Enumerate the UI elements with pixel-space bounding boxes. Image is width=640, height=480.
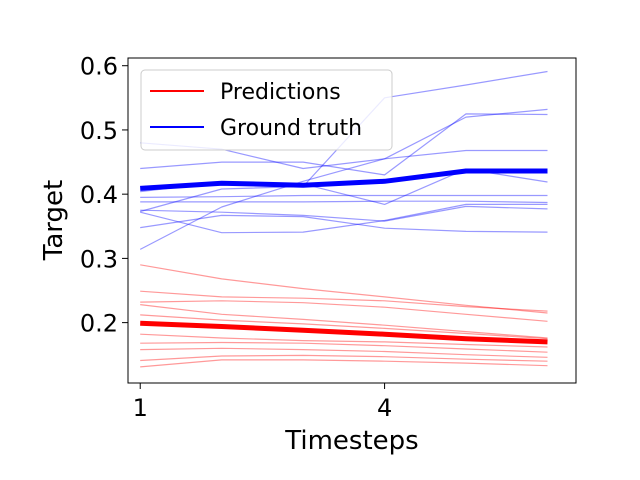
plot-frame: [127, 57, 577, 384]
y-axis: 0.2 0.3 0.4 0.5 0.6: [80, 53, 128, 338]
y-tick-label: 0.5: [80, 117, 118, 145]
series-line-predictions-10: [140, 264, 548, 314]
x-tick-label: 1: [133, 394, 148, 422]
y-tick-label: 0.2: [80, 310, 118, 338]
series-line-ground-truth-8: [140, 214, 548, 233]
series-line-predictions-18: [140, 354, 548, 362]
y-tick-label: 0.4: [80, 181, 118, 209]
series-layer: [139, 70, 548, 368]
y-tick-label: 0.3: [80, 245, 118, 273]
y-tick-label: 0.6: [80, 53, 118, 81]
series-line-ground-truth-mean: [140, 168, 548, 191]
series-line-predictions-15: [140, 333, 548, 348]
series-line-predictions-17: [140, 347, 548, 358]
x-tick-label: 4: [377, 394, 392, 422]
y-axis-label: Target: [39, 180, 69, 261]
series-line-predictions-14: [140, 314, 548, 340]
series-line-ground-truth-9: [140, 203, 548, 234]
x-axis-label: Timesteps: [284, 426, 418, 456]
legend-label-ground-truth: Ground truth: [220, 116, 362, 141]
series-line-predictions-13: [140, 304, 548, 339]
series-line-ground-truth-0: [139, 108, 548, 250]
series-line-predictions-16: [140, 341, 548, 353]
series-line-predictions-19: [140, 359, 548, 368]
series-line-ground-truth-5: [140, 194, 548, 198]
series-line-predictions-12: [140, 300, 548, 322]
series-line-predictions-11: [140, 290, 548, 312]
legend-label-predictions: Predictions: [220, 80, 341, 105]
legend: Predictions Ground truth: [140, 69, 393, 151]
series-line-predictions-mean: [140, 320, 548, 345]
series-line-ground-truth-6: [140, 200, 548, 204]
series-line-ground-truth-7: [140, 205, 548, 222]
series-line-ground-truth-2: [140, 113, 548, 176]
